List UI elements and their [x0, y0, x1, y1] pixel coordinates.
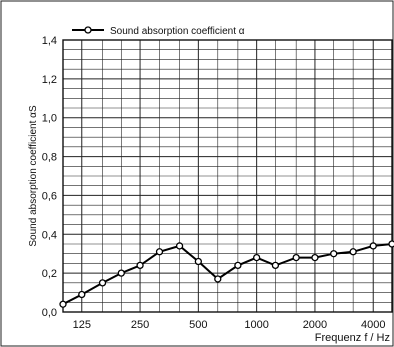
- data-point: [117, 269, 125, 277]
- x-tick-label: 1000: [244, 319, 268, 331]
- x-tick-label: 4000: [361, 319, 385, 331]
- x-axis-label: Frequenz f / Hz: [315, 332, 390, 344]
- data-point: [234, 261, 242, 270]
- data-point: [311, 253, 319, 262]
- series: [59, 240, 394, 308]
- plot-frame: [62, 39, 393, 313]
- x-tick-label: 125: [73, 319, 91, 331]
- x-tick-label: 500: [189, 319, 207, 331]
- data-point: [292, 253, 300, 262]
- data-point: [136, 261, 144, 270]
- legend-label: Sound absorption coefficient α: [110, 26, 245, 37]
- data-point: [155, 248, 164, 256]
- y-tick-label: 0,4: [42, 229, 57, 241]
- data-point: [388, 240, 394, 248]
- data-point: [214, 275, 222, 283]
- x-tick-label: 2000: [303, 319, 327, 331]
- data-point: [349, 248, 357, 256]
- y-tick-label: 0,8: [42, 152, 57, 164]
- data-point: [78, 290, 86, 299]
- y-tick-label: 1,2: [42, 74, 57, 86]
- data-point: [369, 242, 377, 250]
- legend-box: [68, 22, 292, 38]
- legend: Sound absorption coefficient α: [68, 22, 292, 38]
- tick-labels: 0,0 0,2 0,4 0,6 0,8 1,0 1,2 1,4 125 250 500 1000 200…: [42, 35, 386, 331]
- data-point: [194, 257, 203, 266]
- data-point: [271, 261, 280, 270]
- y-tick-label: 1,4: [42, 35, 57, 47]
- y-tick-label: 0,2: [42, 268, 57, 280]
- y-tick-label: 1,0: [42, 113, 57, 125]
- legend-marker: [84, 26, 92, 34]
- y-tick-label: 0,6: [42, 190, 57, 202]
- data-point: [59, 300, 67, 308]
- data-point: [330, 250, 338, 258]
- y-axis-label: Sound absorption coefficient αS: [28, 105, 39, 247]
- data-point: [175, 242, 184, 250]
- data-point: [252, 253, 261, 262]
- y-tick-label: 0,0: [42, 307, 57, 319]
- x-tick-label: 250: [131, 319, 149, 331]
- data-point: [98, 279, 107, 287]
- x-label-box: [296, 329, 392, 344]
